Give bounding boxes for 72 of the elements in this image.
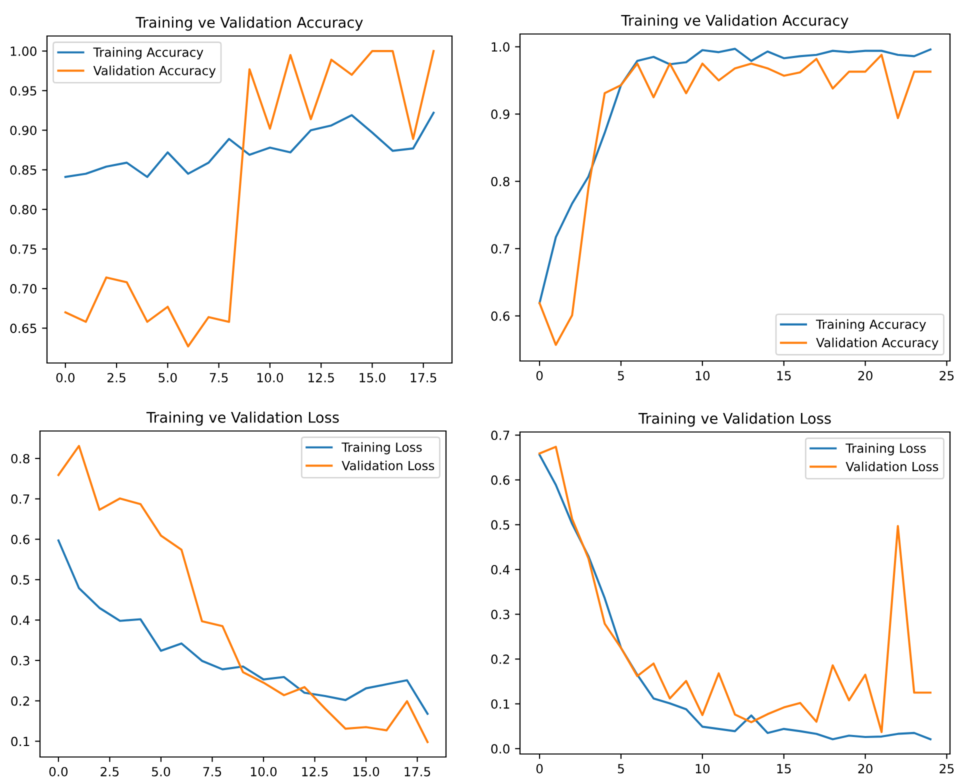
chart-title: Training ve Validation Accuracy: [621, 14, 848, 29]
x-tick-label: 20: [858, 764, 872, 774]
x-tick-label: 15: [777, 764, 791, 774]
x-tick-label: 7.5: [203, 767, 222, 776]
legend-label: Validation Loss: [342, 460, 434, 470]
chart-title: Training ve Validation Loss: [146, 412, 339, 426]
y-tick-label: 0.75: [10, 244, 36, 254]
x-tick-label: 2.5: [100, 766, 119, 776]
x-tick-label: 25: [940, 370, 954, 380]
x-tick-label: 2.5: [108, 372, 126, 382]
y-tick-label: 0.5: [11, 575, 30, 585]
x-tick-label: 10: [696, 370, 710, 380]
y-tick-label: 0.3: [491, 610, 510, 620]
legend-label: Training Accuracy: [816, 319, 926, 332]
y-tick-label: 0.0: [491, 744, 510, 754]
y-tick-label: 0.4: [491, 564, 510, 574]
x-tick-label: 5: [618, 371, 624, 380]
y-tick-label: 0.6: [11, 534, 30, 544]
line-series: [538, 48, 932, 304]
chart-title: Training ve Validation Loss: [638, 412, 831, 427]
y-tick-label: 0.6: [491, 311, 510, 321]
x-tick-label: 15: [777, 371, 791, 380]
x-tick-label: 7.5: [210, 373, 228, 382]
x-tick-label: 0.0: [56, 372, 75, 382]
legend-label: Training Loss: [342, 442, 422, 454]
x-tick-label: 10.0: [250, 766, 277, 776]
x-tick-label: 17.5: [410, 373, 436, 382]
y-tick-label: 0.1: [11, 736, 30, 746]
x-tick-label: 0: [536, 764, 543, 774]
y-tick-label: 0.1: [491, 699, 510, 709]
y-tick-label: 0.2: [491, 654, 510, 664]
y-tick-label: 0.5: [491, 520, 510, 530]
x-tick-label: 0: [536, 370, 543, 380]
y-tick-label: 0.95: [10, 86, 36, 96]
x-tick-label: 25: [940, 764, 954, 774]
y-tick-label: 1.00: [10, 46, 36, 56]
y-tick-label: 0.6: [491, 475, 510, 485]
y-tick-label: 0.7: [491, 430, 510, 440]
x-tick-label: 5.0: [158, 372, 177, 382]
x-tick-label: 20: [858, 370, 872, 380]
legend-label: Validation Loss: [846, 462, 938, 472]
legend-label: Validation Accuracy: [93, 66, 216, 78]
y-tick-label: 0.7: [491, 244, 510, 254]
y-tick-label: 0.4: [11, 616, 30, 625]
x-tick-label: 17.5: [404, 767, 430, 776]
x-tick-label: 0.0: [49, 766, 68, 776]
legend-label: Training Accuracy: [93, 47, 204, 60]
y-tick-label: 0.2: [11, 696, 30, 706]
y-tick-label: 0.90: [10, 126, 36, 136]
x-tick-label: 15.0: [353, 766, 380, 776]
y-tick-label: 0.9: [491, 110, 510, 119]
y-tick-label: 0.70: [10, 284, 36, 294]
line-series: [57, 539, 429, 715]
legend-label: Validation Accuracy: [816, 338, 938, 350]
y-tick-label: 0.8: [11, 454, 30, 464]
y-tick-label: 0.7: [11, 494, 30, 504]
chart-title: Training ve Validation Accuracy: [136, 16, 363, 31]
y-tick-label: 0.65: [10, 324, 36, 334]
x-tick-label: 5.0: [152, 766, 170, 776]
x-tick-label: 15.0: [360, 372, 386, 382]
y-tick-label: 0.3: [11, 656, 30, 666]
x-tick-label: 5: [618, 764, 624, 774]
x-tick-label: 12.5: [308, 372, 334, 382]
y-tick-label: 1.0: [492, 42, 510, 52]
legend-label: Training Loss: [846, 443, 926, 456]
x-tick-label: 12.5: [302, 766, 328, 776]
x-tick-label: 10.0: [257, 372, 284, 382]
line-series: [64, 112, 435, 178]
x-tick-label: 10: [696, 764, 710, 774]
y-tick-label: 0.85: [10, 165, 36, 175]
y-tick-label: 0.8: [491, 176, 510, 186]
y-tick-label: 0.80: [10, 204, 36, 214]
